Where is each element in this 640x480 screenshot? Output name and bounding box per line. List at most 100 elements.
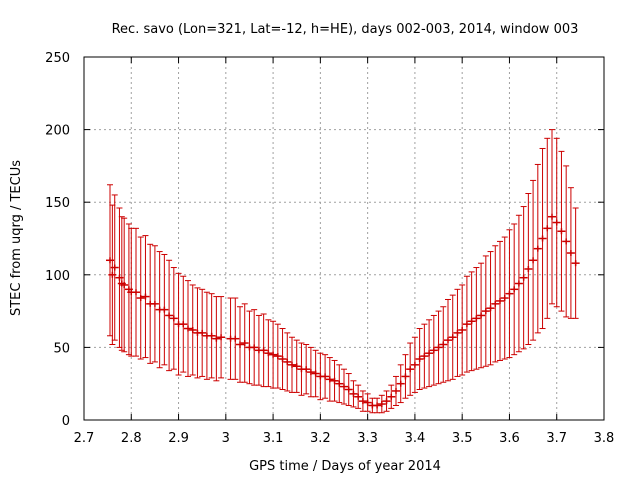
y-axis-label: STEC from uqrg / TECUs bbox=[9, 160, 24, 316]
data-point bbox=[467, 271, 476, 372]
y-tick-label: 250 bbox=[45, 51, 70, 66]
data-point bbox=[278, 328, 287, 391]
data-point bbox=[297, 342, 306, 396]
data-point bbox=[439, 306, 448, 383]
data-point bbox=[349, 380, 358, 408]
data-series bbox=[106, 129, 575, 414]
data-point bbox=[410, 336, 419, 393]
data-point bbox=[533, 163, 542, 334]
data-point bbox=[202, 291, 211, 380]
x-axis-label: GPS time / Days of year 2014 bbox=[249, 459, 441, 474]
x-tick-label: 2.9 bbox=[168, 431, 189, 446]
data-point bbox=[481, 255, 490, 367]
y-tick-label: 150 bbox=[45, 196, 70, 211]
data-point bbox=[529, 179, 538, 341]
data-point bbox=[387, 384, 396, 409]
data-point bbox=[363, 393, 372, 412]
data-point bbox=[562, 165, 571, 318]
data-point bbox=[146, 243, 155, 364]
data-point bbox=[505, 229, 514, 359]
y-tick-label: 0 bbox=[62, 414, 70, 429]
data-point bbox=[188, 284, 197, 376]
data-point bbox=[462, 275, 471, 373]
data-point bbox=[500, 236, 509, 360]
data-point bbox=[519, 206, 528, 350]
data-point bbox=[496, 240, 504, 361]
x-tick-label: 3.4 bbox=[405, 431, 426, 446]
data-point bbox=[340, 368, 348, 405]
x-tick-label: 3 bbox=[222, 431, 230, 446]
data-point bbox=[212, 296, 221, 382]
x-tick-label: 3.2 bbox=[310, 431, 331, 446]
x-tick-label: 3.6 bbox=[499, 431, 520, 446]
x-tick-label: 3.3 bbox=[357, 431, 378, 446]
data-point bbox=[354, 384, 363, 409]
data-point bbox=[401, 354, 410, 399]
data-point bbox=[136, 236, 145, 360]
data-point bbox=[127, 227, 136, 357]
x-tick-label: 3.1 bbox=[263, 431, 284, 446]
data-point bbox=[425, 319, 434, 388]
data-marks bbox=[106, 129, 580, 414]
x-tick-label: 3.8 bbox=[594, 431, 615, 446]
x-tick-label: 2.7 bbox=[74, 431, 95, 446]
data-point bbox=[240, 303, 249, 383]
data-point bbox=[458, 284, 467, 376]
data-point bbox=[306, 346, 315, 398]
data-point bbox=[250, 309, 259, 386]
data-point bbox=[477, 262, 486, 369]
data-point bbox=[444, 298, 452, 382]
data-point bbox=[358, 390, 367, 412]
data-point bbox=[434, 310, 443, 385]
data-point bbox=[344, 373, 353, 406]
data-point bbox=[448, 294, 457, 380]
data-point bbox=[491, 245, 500, 363]
data-point bbox=[316, 352, 325, 401]
data-point bbox=[117, 216, 126, 351]
y-tick-label: 100 bbox=[45, 269, 70, 284]
data-point bbox=[231, 297, 240, 380]
data-point bbox=[429, 314, 438, 386]
data-series bbox=[108, 137, 580, 414]
data-point bbox=[283, 332, 292, 392]
data-point bbox=[141, 235, 150, 359]
data-point bbox=[226, 297, 235, 380]
data-point bbox=[259, 313, 268, 388]
data-point bbox=[472, 267, 481, 370]
data-point bbox=[288, 336, 296, 393]
data-point bbox=[292, 339, 301, 393]
data-point bbox=[392, 375, 400, 406]
data-point bbox=[453, 288, 462, 377]
chart-title: Rec. savo (Lon=321, Lat=-12, h=HE), days… bbox=[112, 22, 579, 37]
data-point bbox=[108, 204, 117, 345]
data-point bbox=[524, 192, 533, 345]
data-point bbox=[548, 129, 556, 305]
data-point bbox=[557, 150, 566, 312]
data-point bbox=[510, 223, 519, 356]
x-tick-label: 3.7 bbox=[546, 431, 567, 446]
data-point bbox=[165, 259, 174, 372]
data-point bbox=[269, 320, 278, 389]
data-point bbox=[382, 390, 391, 412]
data-point bbox=[124, 223, 133, 356]
data-point bbox=[420, 323, 429, 389]
data-point bbox=[396, 364, 405, 404]
axis-ticks: 2.7 2.8 2.9 3 3.1 3.2 3.3 3.4 3.5 3.6 3.7 3.8 0 50 100… bbox=[45, 51, 614, 446]
data-point bbox=[184, 280, 192, 377]
data-point bbox=[236, 306, 244, 383]
data-point bbox=[155, 251, 164, 369]
data-point bbox=[373, 397, 382, 414]
x-tick-label: 3.5 bbox=[452, 431, 473, 446]
grid bbox=[84, 57, 604, 420]
data-point bbox=[174, 272, 183, 376]
data-point bbox=[538, 147, 547, 330]
data-point bbox=[193, 287, 202, 379]
data-point bbox=[406, 342, 415, 396]
data-point bbox=[325, 357, 334, 402]
data-point bbox=[169, 267, 178, 370]
data-point bbox=[552, 137, 561, 308]
data-point bbox=[377, 394, 386, 414]
data-point bbox=[514, 214, 523, 353]
data-point bbox=[571, 207, 580, 319]
